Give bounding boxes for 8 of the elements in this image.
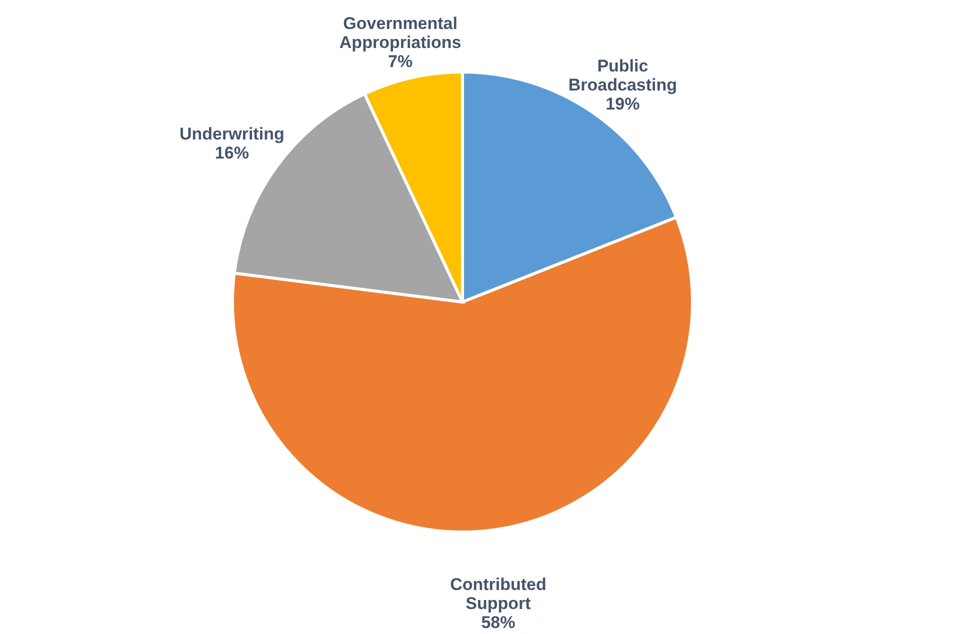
slice-label: Contributed Support [450,574,546,613]
slice-label: Underwriting [180,124,284,144]
slice-label: Governmental Appropriations [339,14,462,52]
data-label: 16% [214,143,249,162]
data-label: 58% [481,612,516,632]
slice-label: Public Broadcasting [568,56,678,94]
data-label: 19% [606,94,640,114]
data-label: 7% [388,52,413,71]
